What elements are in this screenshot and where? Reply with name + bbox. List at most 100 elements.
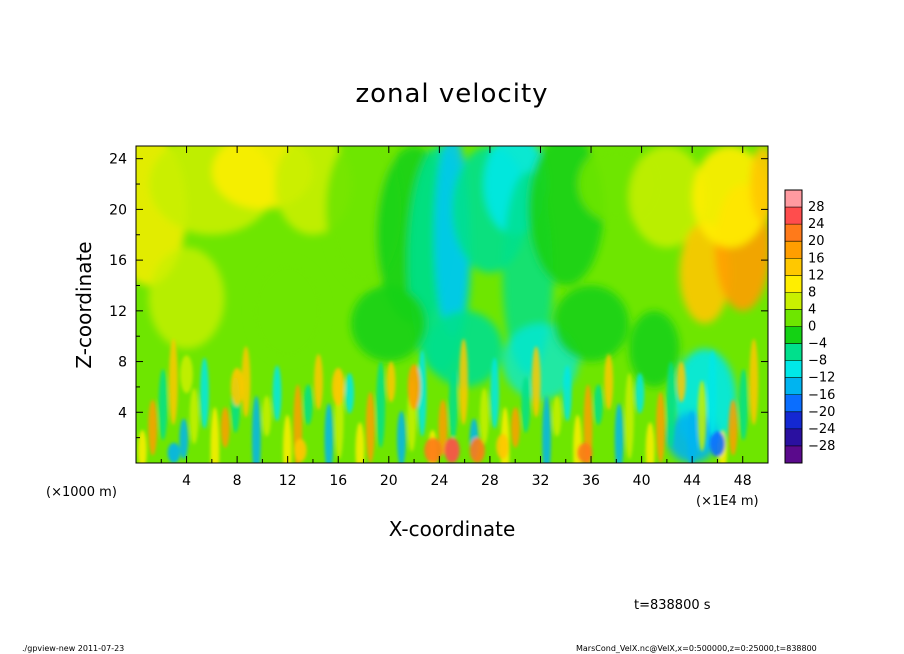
field-cell — [241, 346, 251, 418]
field-cell — [220, 407, 230, 448]
field-cell — [167, 442, 181, 463]
colorbar-label: 28 — [808, 200, 825, 215]
colorbar-swatch — [785, 275, 802, 293]
heatmap-field — [136, 146, 768, 463]
plot-frame — [135, 145, 769, 464]
field-cell — [200, 357, 209, 429]
colorbar-swatch — [785, 292, 802, 310]
field-cell — [210, 407, 220, 463]
field-cell — [459, 338, 469, 425]
colorbar-label: 4 — [808, 302, 816, 317]
field-cell — [355, 422, 365, 463]
field-cell — [542, 395, 551, 463]
colorbar-label: 20 — [808, 234, 825, 249]
field-cell — [521, 376, 531, 433]
y-axis: 4 8 12 16 20 24 — [109, 152, 768, 439]
colorbar-swatch — [785, 326, 802, 345]
field-cell — [272, 365, 282, 422]
colorbar-swatch — [785, 343, 802, 362]
field-cell — [577, 442, 593, 463]
colorbar-label: −20 — [808, 405, 835, 420]
field-cell — [645, 422, 655, 463]
field-cell — [707, 350, 717, 437]
colorbar-label: 8 — [808, 285, 816, 300]
colorbar-swatch — [785, 428, 802, 447]
colorbar-label: 24 — [808, 217, 825, 232]
field-cell — [249, 260, 326, 362]
field-cell — [251, 395, 261, 463]
x-tick-label: 44 — [683, 473, 701, 489]
field-cell — [148, 399, 158, 456]
field-cell — [531, 346, 541, 418]
field-cell — [303, 384, 313, 425]
x-tick-label: 32 — [532, 473, 550, 489]
y-tick-label: 24 — [109, 152, 127, 168]
field-cell — [511, 407, 520, 448]
chart-title: zonal velocity — [355, 79, 548, 109]
field-cell — [262, 395, 272, 437]
x-unit-label: (×1E4 m) — [696, 494, 759, 509]
colorbar-swatch — [785, 190, 802, 208]
field-cell — [168, 338, 178, 425]
field-cell — [345, 372, 355, 414]
field-cell — [692, 146, 768, 248]
field-cell — [625, 372, 634, 460]
x-tick-label: 36 — [582, 473, 600, 489]
colorbar-swatch — [785, 258, 802, 276]
field-cell — [424, 437, 442, 463]
y-tick-label: 20 — [109, 202, 127, 218]
field-cell — [697, 380, 707, 452]
field-cell — [553, 285, 629, 362]
field-cell — [676, 361, 686, 403]
field-cell — [728, 399, 738, 456]
colorbar-swatch — [785, 445, 802, 464]
field-cell — [479, 388, 489, 444]
field-cell — [552, 395, 562, 437]
field-cell — [448, 369, 458, 441]
colorbar-swatch — [785, 224, 802, 242]
field-cell — [137, 430, 147, 463]
field-cell — [331, 367, 345, 406]
field-cell — [397, 411, 406, 463]
colorbar-swatch — [785, 241, 802, 259]
x-tick-label: 28 — [481, 473, 499, 489]
field-cell — [709, 431, 726, 457]
x-tick-label: 40 — [633, 473, 651, 489]
y-axis-label: Z-coordinate — [72, 241, 96, 368]
field-cell — [407, 364, 421, 410]
field-cell — [739, 369, 748, 441]
field-cell — [562, 365, 572, 422]
footer-right: MarsCond_VelX.nc@VelX,x=0:500000,z=0:250… — [576, 644, 817, 653]
field-cell — [444, 437, 460, 463]
x-tick-label: 20 — [380, 473, 398, 489]
field-cell — [376, 361, 386, 448]
x-tick-label: 4 — [182, 473, 191, 489]
colorbar-label: −28 — [808, 439, 835, 454]
field-cell — [628, 310, 680, 387]
x-tick-label: 24 — [430, 473, 448, 489]
field-cell — [496, 433, 509, 460]
y-tick-label: 12 — [109, 304, 127, 320]
colorbar-label: −8 — [808, 354, 827, 369]
field-cell — [614, 403, 624, 463]
y-tick-label: 8 — [118, 355, 127, 371]
colorbar-swatch — [785, 377, 802, 396]
field-cell — [179, 418, 189, 460]
y-tick-label: 4 — [118, 405, 127, 421]
field-cell — [604, 353, 614, 410]
y-unit-label: (×1000 m) — [46, 485, 117, 500]
field-cell — [635, 372, 645, 414]
colorbar-swatch — [785, 394, 802, 413]
colorbar-label: 16 — [808, 251, 825, 266]
field-cell — [148, 247, 225, 349]
field-cell — [365, 391, 375, 463]
field-cell — [666, 361, 676, 448]
x-tick-label: 8 — [233, 473, 242, 489]
x-axis-label: X-coordinate — [389, 517, 516, 541]
x-tick-label: 12 — [279, 473, 297, 489]
field-cell — [386, 361, 396, 403]
field-cell — [350, 285, 427, 362]
field-cell — [314, 353, 323, 410]
field-cell — [158, 369, 168, 441]
